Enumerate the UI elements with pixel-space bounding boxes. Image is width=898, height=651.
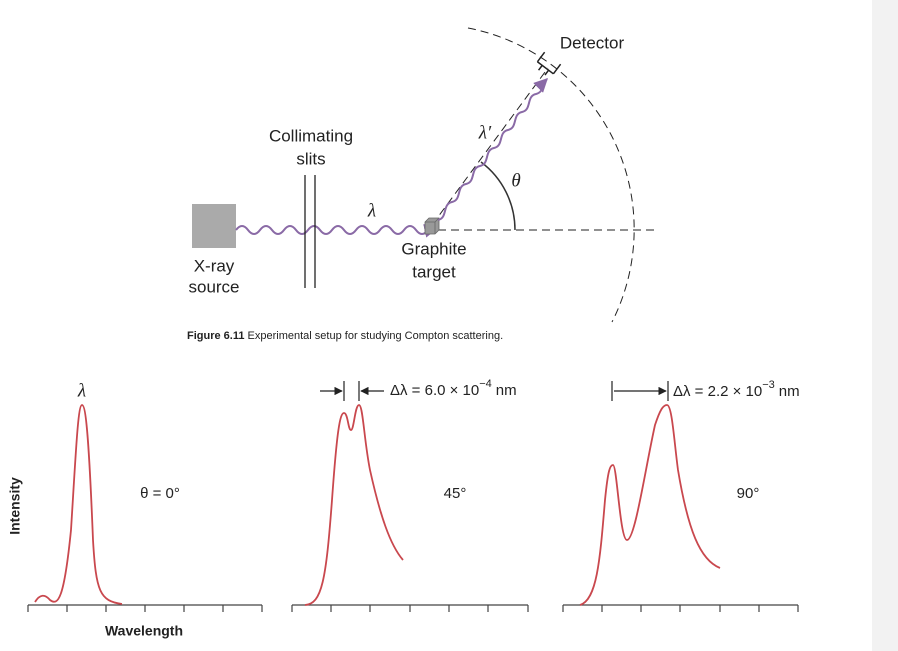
target-label: Graphite xyxy=(401,239,466,258)
angle-label: θ = 0° xyxy=(140,485,180,502)
spectrum-0 xyxy=(34,404,123,605)
x-axis-label: Wavelength xyxy=(105,623,183,639)
y-axis-label: Intensity xyxy=(7,477,23,535)
slits-label: Collimating xyxy=(269,126,353,145)
detector-arc xyxy=(467,27,635,323)
side-panel xyxy=(872,0,898,651)
scattered-wavelength-label: λ′ xyxy=(478,122,492,143)
scattered-wave xyxy=(437,78,548,221)
angle-arc xyxy=(480,161,516,231)
spectrum-45 xyxy=(304,404,404,606)
peak-label: λ xyxy=(77,380,86,401)
detector-icon xyxy=(536,51,562,76)
shift-base: Δλ = 2.2 × 10 xyxy=(673,383,762,400)
caption: Figure 6.11 Experimental setup for study… xyxy=(187,330,503,342)
angle-label: 45° xyxy=(444,485,467,502)
shift-exponent: −4 xyxy=(479,378,492,390)
target-label: target xyxy=(412,262,456,281)
angle-label: θ xyxy=(511,170,520,191)
detector-label: Detector xyxy=(560,33,625,52)
scatter-axis xyxy=(431,67,549,226)
graphite-target xyxy=(424,217,440,235)
slits-label: slits xyxy=(296,149,325,168)
shift-base: Δλ = 6.0 × 10 xyxy=(390,382,479,399)
xray-source xyxy=(192,204,236,248)
source-label: X-ray xyxy=(194,256,235,275)
axis xyxy=(291,604,529,612)
angle-label: 90° xyxy=(737,485,760,502)
axis xyxy=(27,604,263,612)
slits xyxy=(304,175,316,288)
shift-marker xyxy=(320,381,669,401)
shift-exponent: −3 xyxy=(762,379,775,391)
shift-unit: nm xyxy=(779,383,800,400)
shift-label: Δλ = 2.2 × 10−3 nm xyxy=(673,379,800,400)
spectrum-90 xyxy=(579,404,721,606)
shift-unit: nm xyxy=(496,382,517,399)
caption-text: Experimental setup for studying Compton … xyxy=(248,330,504,342)
caption-label: Figure 6.11 xyxy=(187,330,244,342)
incident-wave xyxy=(235,223,439,238)
shift-label: Δλ = 6.0 × 10−4 nm xyxy=(390,378,517,399)
source-label: source xyxy=(188,277,239,296)
wavelength-label: λ xyxy=(367,200,376,221)
axis xyxy=(562,604,799,612)
